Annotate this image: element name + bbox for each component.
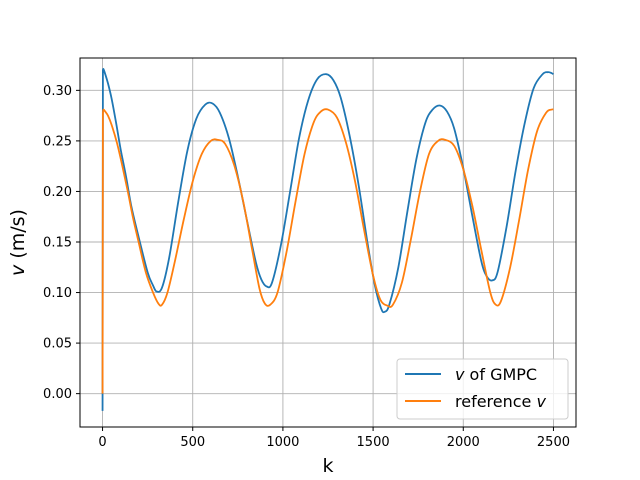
series-line-gmpc <box>101 68 554 411</box>
legend-entry-reference-symbol: v <box>536 392 546 411</box>
y-axis-ticks: 0.00 0.05 0.10 0.15 0.20 0.25 0.30 <box>43 84 80 402</box>
legend: v of GMPC reference v <box>396 358 569 420</box>
x-tick-label: 2500 <box>537 435 570 450</box>
x-axis-label: k <box>322 455 333 477</box>
y-tick-label: 0.15 <box>43 235 72 250</box>
y-tick-label: 0.10 <box>43 286 72 301</box>
y-axis-label-units: (m/s) <box>7 209 29 265</box>
y-tick-label: 0.20 <box>43 185 72 200</box>
legend-entry-reference-text: reference <box>455 392 536 411</box>
y-tick-label: 0.30 <box>43 84 72 99</box>
x-tick-label: 1500 <box>357 435 390 450</box>
y-tick-label: 0.05 <box>43 337 72 352</box>
y-tick-label: 0.00 <box>43 387 72 402</box>
y-tick-label: 0.25 <box>43 134 72 149</box>
y-axis-label: v (m/s) <box>7 209 29 276</box>
x-axis-ticks: 0 500 1000 1500 2000 2500 <box>98 427 570 450</box>
legend-entry-gmpc: v of GMPC <box>455 365 537 384</box>
series-line-reference <box>101 108 554 394</box>
x-tick-label: 0 <box>98 435 106 450</box>
legend-entry-reference: reference v <box>455 392 546 411</box>
plot-area <box>101 68 554 411</box>
x-tick-label: 1000 <box>266 435 299 450</box>
x-tick-label: 2000 <box>447 435 480 450</box>
axes-frame <box>79 57 577 428</box>
x-tick-label: 500 <box>180 435 205 450</box>
legend-entry-gmpc-text: of GMPC <box>464 365 537 384</box>
grid <box>80 58 576 427</box>
legend-entry-gmpc-symbol: v <box>455 365 465 384</box>
y-axis-label-symbol: v <box>7 264 29 276</box>
